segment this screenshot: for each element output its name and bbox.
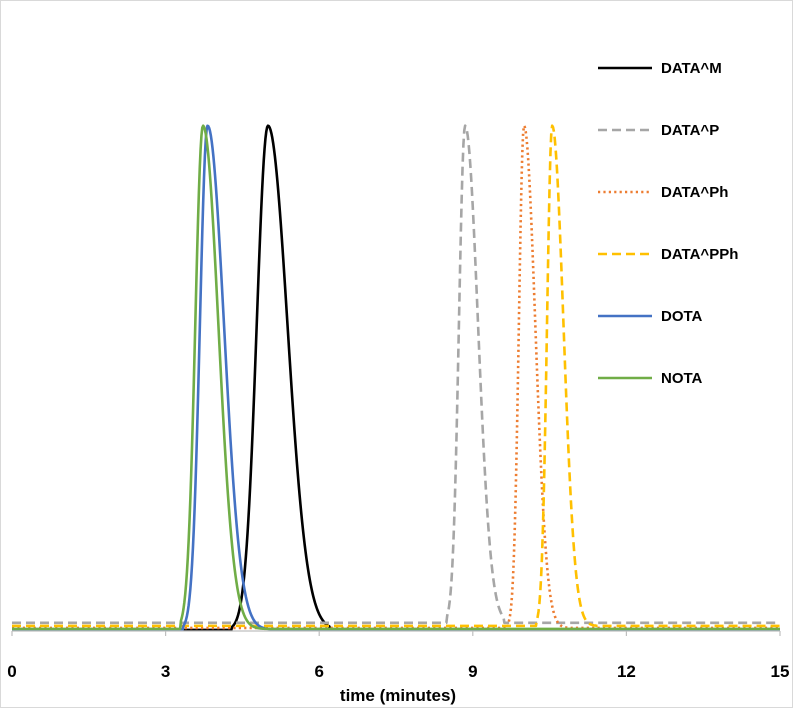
legend: DATA^M DATA^P DATA^Ph DATA^PPh DOTA NOTA xyxy=(598,60,738,387)
plot-area xyxy=(11,124,781,632)
series-line-6 xyxy=(11,124,781,631)
x-axis-title: time (minutes) xyxy=(340,686,456,705)
x-tick-label: 9 xyxy=(468,662,477,681)
x-tick-label: 15 xyxy=(771,662,790,681)
legend-label-5: DOTA xyxy=(661,308,703,325)
series-line-4 xyxy=(11,124,781,628)
legend-label-1: DATA^M xyxy=(661,60,722,77)
x-tick-label: 0 xyxy=(7,662,16,681)
legend-label-6: NOTA xyxy=(661,370,703,387)
x-tick-label: 6 xyxy=(314,662,323,681)
x-axis: 0 3 6 9 12 15 xyxy=(7,630,790,681)
legend-label-2: DATA^P xyxy=(661,122,719,139)
x-tick-label: 12 xyxy=(617,662,636,681)
legend-label-3: DATA^Ph xyxy=(661,184,728,201)
x-tick-label: 3 xyxy=(161,662,170,681)
legend-label-4: DATA^PPh xyxy=(661,246,738,263)
series-line-2 xyxy=(11,124,781,625)
